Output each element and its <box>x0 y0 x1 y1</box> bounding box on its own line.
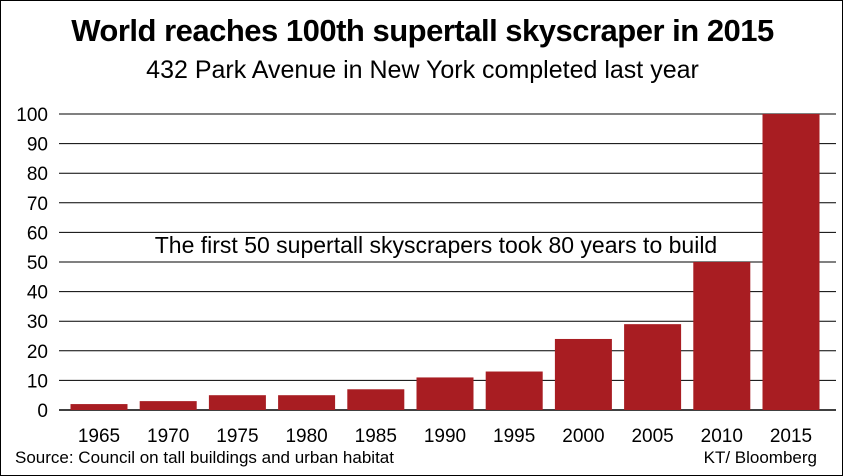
bar-1995 <box>485 371 543 410</box>
x-tick-label: 1970 <box>147 426 189 447</box>
bar-2005 <box>624 324 682 410</box>
bar-1990 <box>416 377 474 410</box>
x-tick-label: 1965 <box>78 426 120 447</box>
y-tick-label: 30 <box>27 312 48 333</box>
bar-2000 <box>554 338 612 410</box>
y-tick-label: 50 <box>27 253 48 274</box>
bar-1965 <box>70 404 128 410</box>
bar-2010 <box>693 262 751 410</box>
chart-subtitle: 432 Park Avenue in New York completed la… <box>146 56 699 84</box>
x-tick-label: 1985 <box>355 426 397 447</box>
y-tick-label: 60 <box>27 223 48 244</box>
chart-title: World reaches 100th supertall skyscraper… <box>71 13 774 48</box>
y-tick-label: 0 <box>37 401 48 422</box>
x-tick-label: 2000 <box>562 426 604 447</box>
bar-1975 <box>208 395 266 410</box>
x-tick-label: 1990 <box>424 426 466 447</box>
x-tick-label: 1995 <box>493 426 535 447</box>
chart-annotation: The first 50 supertall skyscrapers took … <box>155 232 717 258</box>
y-tick-label: 70 <box>27 194 48 215</box>
y-tick-label: 20 <box>27 342 48 363</box>
x-tick-label: 1975 <box>216 426 258 447</box>
bar-1980 <box>278 395 336 410</box>
y-tick-label: 80 <box>27 164 48 185</box>
x-axis-tick-labels: 1965 1970 1975 1980 1985 1990 1995 2000 2005 2010… <box>78 426 812 447</box>
y-tick-label: 40 <box>27 283 48 304</box>
bar-2015 <box>762 114 820 410</box>
bar-1970 <box>139 401 197 410</box>
credit-note: KT/ Bloomberg <box>703 448 817 467</box>
y-tick-label: 100 <box>16 105 48 126</box>
x-tick-label: 2015 <box>770 426 812 447</box>
bar-1985 <box>347 389 405 410</box>
x-tick-label: 1980 <box>285 426 327 447</box>
bars <box>70 114 820 410</box>
source-note: Source: Council on tall buildings and ur… <box>15 448 394 467</box>
y-tick-label: 90 <box>27 135 48 156</box>
x-tick-label: 2010 <box>701 426 743 447</box>
y-axis-tick-labels: 0 10 20 30 40 50 60 70 80 90 100 <box>16 105 48 422</box>
y-tick-label: 10 <box>27 371 48 392</box>
x-tick-label: 2005 <box>631 426 673 447</box>
